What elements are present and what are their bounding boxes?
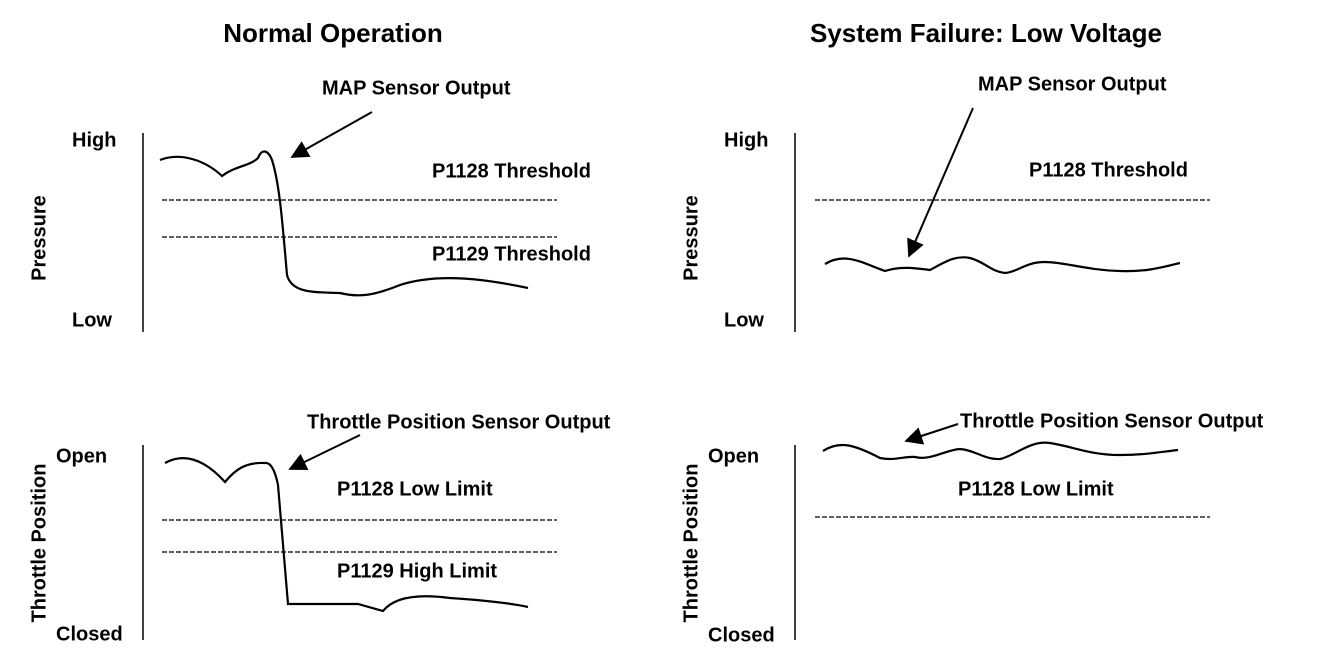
sensor-curve xyxy=(822,441,1179,461)
callout-arrow xyxy=(290,111,373,158)
top-label: High xyxy=(72,129,116,151)
callout: Throttle Position Sensor Output xyxy=(960,410,1264,432)
threshold-label: P1128 Threshold xyxy=(432,160,591,182)
callout: MAP Sensor Output xyxy=(978,73,1167,95)
bottom-label: Low xyxy=(72,309,112,331)
threshold-label: P1129 Threshold xyxy=(432,243,591,265)
y-label: Throttle Position xyxy=(28,464,50,623)
threshold-label: P1129 High Limit xyxy=(337,560,497,582)
bottom-label: Closed xyxy=(708,624,775,646)
y-label: Pressure xyxy=(680,195,702,281)
sensor-curve xyxy=(159,150,529,297)
top-label: Open xyxy=(708,445,759,467)
panel-title: Normal Operation xyxy=(223,18,443,48)
callout: Throttle Position Sensor Output xyxy=(307,411,611,433)
callout-arrow xyxy=(904,423,959,445)
panel-title: System Failure: Low Voltage xyxy=(810,18,1162,48)
threshold-label: P1128 Low Limit xyxy=(958,478,1114,500)
sensor-curve xyxy=(164,457,529,613)
bottom-label: Closed xyxy=(56,623,123,645)
bottom-label: Low xyxy=(724,309,764,331)
top-label: Open xyxy=(56,445,107,467)
y-label: Pressure xyxy=(28,195,50,281)
callout: MAP Sensor Output xyxy=(322,77,511,99)
threshold-label: P1128 Threshold xyxy=(1029,159,1188,181)
y-label: Throttle Position xyxy=(680,464,702,623)
callout-arrow xyxy=(288,434,361,471)
threshold-label: P1128 Low Limit xyxy=(337,478,493,500)
sensor-curve xyxy=(824,256,1181,275)
top-label: High xyxy=(724,129,768,151)
callout-arrow xyxy=(907,107,974,258)
